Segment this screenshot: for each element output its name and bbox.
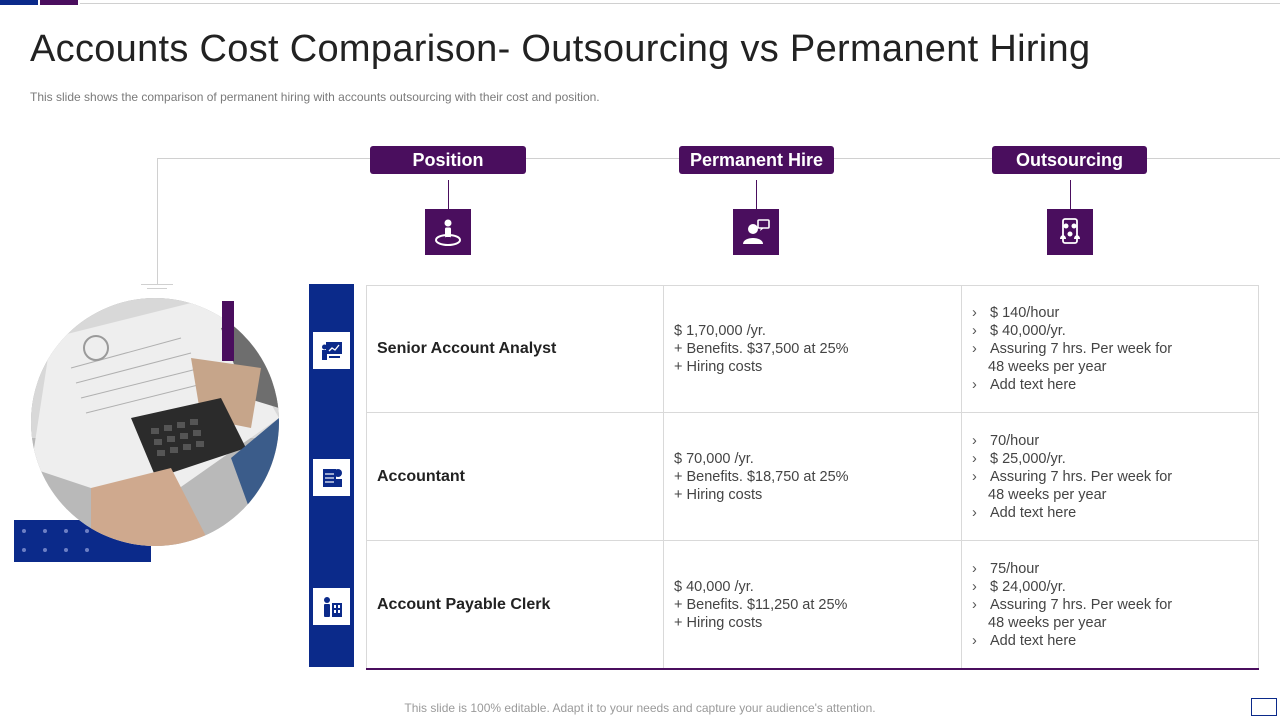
outsourcing-placeholder-text: Add text here xyxy=(972,632,1172,650)
table-cell-position: Senior Account Analyst xyxy=(366,285,664,413)
footer-note: This slide is 100% editable. Adapt it to… xyxy=(404,701,876,715)
column-header-outsourcing: Outsourcing xyxy=(992,146,1147,174)
clerk-filing-icon xyxy=(313,588,350,625)
outsourcing-hourly-rate: 70/hour xyxy=(972,432,1172,450)
outsourcing-weeks-note: 48 weeks per year xyxy=(988,359,1107,375)
corner-frame xyxy=(1251,698,1277,716)
decorative-purple-mark xyxy=(222,301,234,361)
column-stem xyxy=(448,180,449,210)
outsourcing-hourly-rate: 75/hour xyxy=(972,560,1172,578)
page-subtitle: This slide shows the comparison of perma… xyxy=(30,90,600,104)
page-title: Accounts Cost Comparison- Outsourcing vs… xyxy=(30,28,1091,70)
top-divider xyxy=(80,3,1280,4)
connector-line xyxy=(147,288,167,289)
outsourcing-weeks-note: 48 weeks per year xyxy=(988,486,1107,503)
table-cell-permanent: $ 1,70,000 /yr. + Benefits. $37,500 at 2… xyxy=(663,285,962,413)
top-accent-purple xyxy=(40,0,78,5)
table-cell-position: Account Payable Clerk xyxy=(366,540,664,668)
permanent-hiring-costs: + Hiring costs xyxy=(674,486,763,503)
column-stem xyxy=(756,180,757,210)
outsourcing-hours-note: Assuring 7 hrs. Per week for xyxy=(972,340,1172,358)
team-document-icon xyxy=(1047,209,1093,255)
user-chat-icon xyxy=(733,209,779,255)
column-header-position: Position xyxy=(370,146,526,174)
outsourcing-hourly-rate: $ 140/hour xyxy=(972,304,1172,322)
permanent-salary: $ 1,70,000 /yr. xyxy=(674,323,766,339)
person-target-icon xyxy=(425,209,471,255)
permanent-benefits: + Benefits. $18,750 at 25% xyxy=(674,468,849,485)
outsourcing-annual-cost: $ 25,000/yr. xyxy=(972,450,1172,468)
position-label: Accountant xyxy=(377,467,465,485)
permanent-hiring-costs: + Hiring costs xyxy=(674,614,763,631)
permanent-salary: $ 70,000 /yr. xyxy=(674,450,754,467)
outsourcing-annual-cost: $ 24,000/yr. xyxy=(972,578,1172,596)
table-cell-permanent: $ 70,000 /yr. + Benefits. $18,750 at 25%… xyxy=(663,412,962,541)
accounting-ledger-icon xyxy=(313,459,350,496)
table-cell-permanent: $ 40,000 /yr. + Benefits. $11,250 at 25%… xyxy=(663,540,962,668)
column-stem xyxy=(1070,180,1071,210)
column-header-permanent-hire: Permanent Hire xyxy=(679,146,834,174)
connector-line xyxy=(141,284,173,285)
comparison-table: Senior Account Analyst $ 1,70,000 /yr. +… xyxy=(366,285,1259,670)
outsourcing-annual-cost: $ 40,000/yr. xyxy=(972,322,1172,340)
calculator-photo xyxy=(31,298,279,546)
position-label: Senior Account Analyst xyxy=(377,340,557,357)
permanent-salary: $ 40,000 /yr. xyxy=(674,578,754,595)
outsourcing-hours-note: Assuring 7 hrs. Per week for xyxy=(972,468,1172,486)
table-cell-outsourcing: $ 140/hour $ 40,000/yr. Assuring 7 hrs. … xyxy=(961,285,1259,413)
presentation-board-icon xyxy=(313,332,350,369)
permanent-hiring-costs: + Hiring costs xyxy=(674,359,763,375)
outsourcing-placeholder-text: Add text here xyxy=(972,376,1172,394)
permanent-benefits: + Benefits. $37,500 at 25% xyxy=(674,341,849,357)
table-cell-outsourcing: 70/hour $ 25,000/yr. Assuring 7 hrs. Per… xyxy=(961,412,1259,541)
outsourcing-weeks-note: 48 weeks per year xyxy=(988,614,1107,631)
outsourcing-hours-note: Assuring 7 hrs. Per week for xyxy=(972,596,1172,614)
top-accent-blue xyxy=(0,0,38,5)
table-cell-outsourcing: 75/hour $ 24,000/yr. Assuring 7 hrs. Per… xyxy=(961,540,1259,668)
connector-line xyxy=(157,158,158,284)
outsourcing-placeholder-text: Add text here xyxy=(972,504,1172,522)
position-label: Account Payable Clerk xyxy=(377,595,551,613)
permanent-benefits: + Benefits. $11,250 at 25% xyxy=(674,596,848,613)
table-cell-position: Accountant xyxy=(366,412,664,541)
